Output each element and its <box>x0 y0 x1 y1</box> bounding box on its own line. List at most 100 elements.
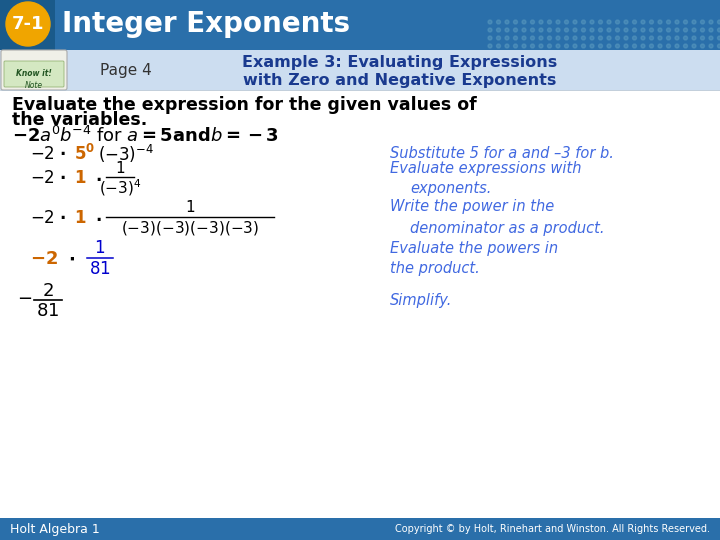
Text: $81$: $81$ <box>89 260 111 278</box>
Text: $-2\ \boldsymbol{\cdot}\ $: $-2\ \boldsymbol{\cdot}\ $ <box>30 145 66 163</box>
Circle shape <box>539 20 543 24</box>
Circle shape <box>598 28 603 32</box>
Circle shape <box>590 20 594 24</box>
Text: Note: Note <box>25 80 43 90</box>
Circle shape <box>632 28 636 32</box>
Circle shape <box>582 28 585 32</box>
Circle shape <box>675 36 679 40</box>
Text: $-2\ \boldsymbol{\cdot}\ $: $-2\ \boldsymbol{\cdot}\ $ <box>30 209 66 227</box>
FancyBboxPatch shape <box>0 50 720 90</box>
Text: $\mathbf{1}$: $\mathbf{1}$ <box>74 209 86 227</box>
Circle shape <box>547 20 552 24</box>
Text: $(-3)(-3)(-3)(-3)$: $(-3)(-3)(-3)(-3)$ <box>121 219 259 237</box>
Circle shape <box>556 28 560 32</box>
Text: Write the power in the: Write the power in the <box>390 199 554 214</box>
Circle shape <box>513 44 518 48</box>
Circle shape <box>709 36 713 40</box>
Text: Evaluate expressions with: Evaluate expressions with <box>390 160 582 176</box>
Circle shape <box>667 44 670 48</box>
Circle shape <box>522 20 526 24</box>
Text: Page 4: Page 4 <box>100 63 152 78</box>
Circle shape <box>488 44 492 48</box>
Circle shape <box>675 44 679 48</box>
Circle shape <box>649 36 654 40</box>
Circle shape <box>513 36 518 40</box>
Text: Evaluate the powers in: Evaluate the powers in <box>390 240 558 255</box>
Circle shape <box>497 28 500 32</box>
Circle shape <box>513 28 518 32</box>
Text: $\mathbf{-2}a^0\mathbf{\mathit{b}}^{-4}$$\mathbf{\text{ for }}\mathit{a}\mathbf{: $\mathbf{-2}a^0\mathbf{\mathit{b}}^{-4}$… <box>12 126 279 146</box>
Circle shape <box>6 2 50 46</box>
Text: $-2\ \boldsymbol{\cdot}\ $: $-2\ \boldsymbol{\cdot}\ $ <box>30 169 66 187</box>
Circle shape <box>573 28 577 32</box>
Circle shape <box>616 28 619 32</box>
Circle shape <box>692 44 696 48</box>
Circle shape <box>649 44 654 48</box>
Text: the variables.: the variables. <box>12 111 148 129</box>
Circle shape <box>497 44 500 48</box>
Text: $\mathbf{-2}$: $\mathbf{-2}$ <box>30 250 58 268</box>
Circle shape <box>641 28 645 32</box>
Circle shape <box>505 28 509 32</box>
Circle shape <box>573 36 577 40</box>
Circle shape <box>683 20 688 24</box>
Circle shape <box>531 36 534 40</box>
Text: 7-1: 7-1 <box>12 15 44 33</box>
Text: $\mathbf{1}$: $\mathbf{1}$ <box>74 169 86 187</box>
Circle shape <box>641 44 645 48</box>
Text: Integer Exponents: Integer Exponents <box>62 10 350 38</box>
Circle shape <box>616 44 619 48</box>
Text: denominator as a product.: denominator as a product. <box>410 220 605 235</box>
Circle shape <box>709 44 713 48</box>
Circle shape <box>556 36 560 40</box>
Text: $\ \boldsymbol{\cdot}$: $\ \boldsymbol{\cdot}$ <box>90 169 102 187</box>
Text: Evaluate the expression for the given values of: Evaluate the expression for the given va… <box>12 96 477 114</box>
Circle shape <box>718 20 720 24</box>
Circle shape <box>539 28 543 32</box>
Circle shape <box>564 36 569 40</box>
Circle shape <box>683 44 688 48</box>
Circle shape <box>556 44 560 48</box>
Text: $1$: $1$ <box>94 239 106 257</box>
Text: $1$: $1$ <box>115 160 125 176</box>
Circle shape <box>497 20 500 24</box>
Circle shape <box>556 20 560 24</box>
Circle shape <box>624 36 628 40</box>
FancyBboxPatch shape <box>0 0 55 50</box>
Circle shape <box>607 44 611 48</box>
Circle shape <box>564 44 569 48</box>
Circle shape <box>573 20 577 24</box>
Circle shape <box>522 36 526 40</box>
Circle shape <box>539 36 543 40</box>
Circle shape <box>692 20 696 24</box>
Circle shape <box>582 20 585 24</box>
Text: $2$: $2$ <box>42 282 54 300</box>
Circle shape <box>701 20 704 24</box>
Circle shape <box>505 36 509 40</box>
Circle shape <box>522 28 526 32</box>
Circle shape <box>667 20 670 24</box>
Circle shape <box>607 20 611 24</box>
Circle shape <box>641 36 645 40</box>
Text: Holt Algebra 1: Holt Algebra 1 <box>10 523 100 536</box>
Text: $\boldsymbol{\cdot}$: $\boldsymbol{\cdot}$ <box>68 250 75 268</box>
Circle shape <box>649 20 654 24</box>
Circle shape <box>709 28 713 32</box>
FancyBboxPatch shape <box>1 50 67 90</box>
Text: $1$: $1$ <box>185 199 195 215</box>
Circle shape <box>590 44 594 48</box>
FancyBboxPatch shape <box>0 518 720 540</box>
Circle shape <box>675 28 679 32</box>
Circle shape <box>598 20 603 24</box>
Circle shape <box>582 36 585 40</box>
Circle shape <box>718 28 720 32</box>
Circle shape <box>701 36 704 40</box>
Circle shape <box>692 28 696 32</box>
Circle shape <box>488 20 492 24</box>
Circle shape <box>497 36 500 40</box>
Circle shape <box>624 28 628 32</box>
FancyBboxPatch shape <box>0 0 720 50</box>
Circle shape <box>701 44 704 48</box>
Circle shape <box>513 20 518 24</box>
Circle shape <box>598 44 603 48</box>
